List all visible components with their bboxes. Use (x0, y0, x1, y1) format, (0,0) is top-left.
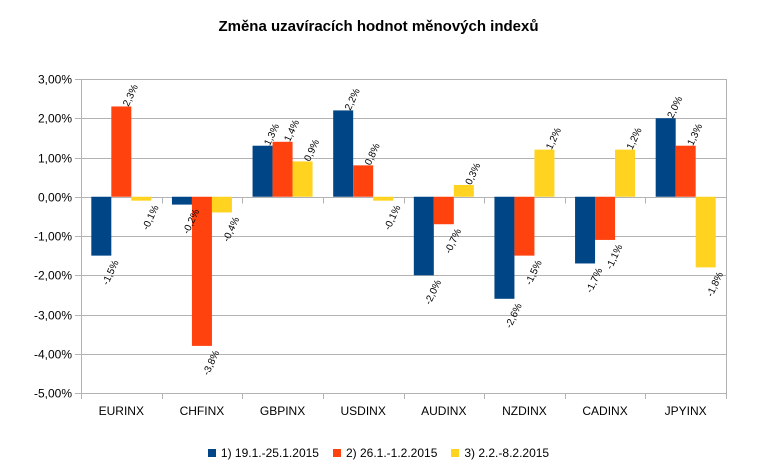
category-label: CHFINX (180, 404, 225, 418)
y-tick-label: 2,00% (38, 112, 72, 126)
data-label: 1,2% (625, 126, 645, 151)
axes: 3,00% 2,00% 1,00% 0,00% -1,00% -2,00% -3,00% -4… (34, 73, 727, 418)
bar-gbpinx-series-1 (252, 145, 273, 197)
data-label: 0,9% (303, 138, 323, 163)
legend-item-series-3: 3) 2.2.-8.2.2015 (451, 446, 549, 460)
bar-cadinx-series-2 (595, 196, 616, 240)
data-label: -0,1% (382, 204, 403, 232)
legend-item-series-2: 2) 26.1.-1.2.2015 (332, 446, 438, 460)
bar-nzdinx-series-1 (494, 196, 515, 299)
data-label: 0,3% (464, 161, 484, 186)
bar-gbpinx-series-2 (272, 141, 293, 197)
bar-nzdinx-series-2 (514, 196, 535, 256)
y-tick-label: -4,00% (34, 348, 72, 362)
bar-eurinx-series-2 (111, 106, 132, 197)
bar-usdinx-series-3 (373, 196, 394, 201)
y-tick-label: -3,00% (34, 309, 72, 323)
bar-audinx-series-2 (433, 196, 454, 225)
bar-audinx-series-1 (413, 196, 434, 276)
y-tick-label: -1,00% (34, 230, 72, 244)
legend-label: 3) 2.2.-8.2.2015 (464, 446, 550, 460)
data-label: -1,1% (604, 243, 625, 271)
bar-chfinx-series-2 (191, 196, 212, 346)
legend-swatch (207, 449, 216, 457)
category-label: EURINX (99, 404, 144, 418)
data-label: -0,7% (443, 227, 464, 255)
bar-eurinx-series-1 (91, 196, 112, 256)
y-tick-label: 3,00% (38, 73, 72, 87)
gridlines (81, 79, 726, 394)
data-label: -2,0% (423, 278, 444, 306)
category-label: JPYINX (665, 404, 707, 418)
bars (91, 106, 716, 346)
data-label: 1,3% (686, 122, 706, 147)
bar-usdinx-series-2 (353, 165, 374, 197)
data-label: -1,5% (524, 259, 545, 287)
chart-title: Změna uzavíracích hodnot měnových indexů (218, 18, 539, 35)
bar-chfinx-series-3 (211, 196, 232, 213)
data-label: -3,8% (201, 349, 222, 377)
bar-jpyinx-series-3 (695, 196, 716, 268)
bar-nzdinx-series-3 (534, 149, 555, 197)
data-label: 2,0% (666, 95, 686, 120)
y-tick-label: -5,00% (34, 387, 72, 401)
data-label: 2,2% (343, 87, 363, 112)
y-tick-label: 1,00% (38, 152, 72, 166)
data-label: -1,5% (101, 259, 122, 287)
legend-swatch (332, 449, 341, 457)
bar-gbpinx-series-3 (292, 161, 313, 197)
chart-legend: 1) 19.1.-25.1.2015 2) 26.1.-1.2.2015 3) 2.… (0, 446, 757, 460)
category-label: AUDINX (421, 404, 466, 418)
bar-chfinx-series-1 (171, 196, 192, 205)
data-label: 1,2% (544, 126, 564, 151)
data-label: -1,8% (705, 270, 726, 298)
legend-item-series-1: 1) 19.1.-25.1.2015 (207, 446, 319, 460)
data-label: 0,8% (363, 142, 383, 167)
bar-jpyinx-series-1 (655, 118, 676, 197)
data-label: 2,3% (121, 83, 141, 108)
data-label: -0,4% (221, 215, 242, 243)
category-label: CADINX (582, 404, 627, 418)
y-tick-label: 0,00% (38, 191, 72, 205)
legend-label: 1) 19.1.-25.1.2015 (220, 446, 319, 460)
category-label: NZDINX (502, 404, 547, 418)
legend-swatch (451, 449, 460, 457)
y-tick-label: -2,00% (34, 269, 72, 283)
category-label: USDINX (341, 404, 386, 418)
data-label: -1,7% (584, 266, 605, 294)
bar-jpyinx-series-2 (675, 145, 696, 197)
category-label: GBPINX (260, 404, 305, 418)
legend-label: 2) 26.1.-1.2.2015 (345, 446, 438, 460)
bar-cadinx-series-3 (615, 149, 636, 197)
bar-eurinx-series-3 (131, 196, 152, 201)
data-label: 1,4% (283, 118, 303, 143)
bar-cadinx-series-1 (575, 196, 596, 264)
data-label: -0,1% (141, 204, 162, 232)
bar-audinx-series-3 (453, 184, 474, 197)
bar-usdinx-series-1 (333, 110, 354, 197)
